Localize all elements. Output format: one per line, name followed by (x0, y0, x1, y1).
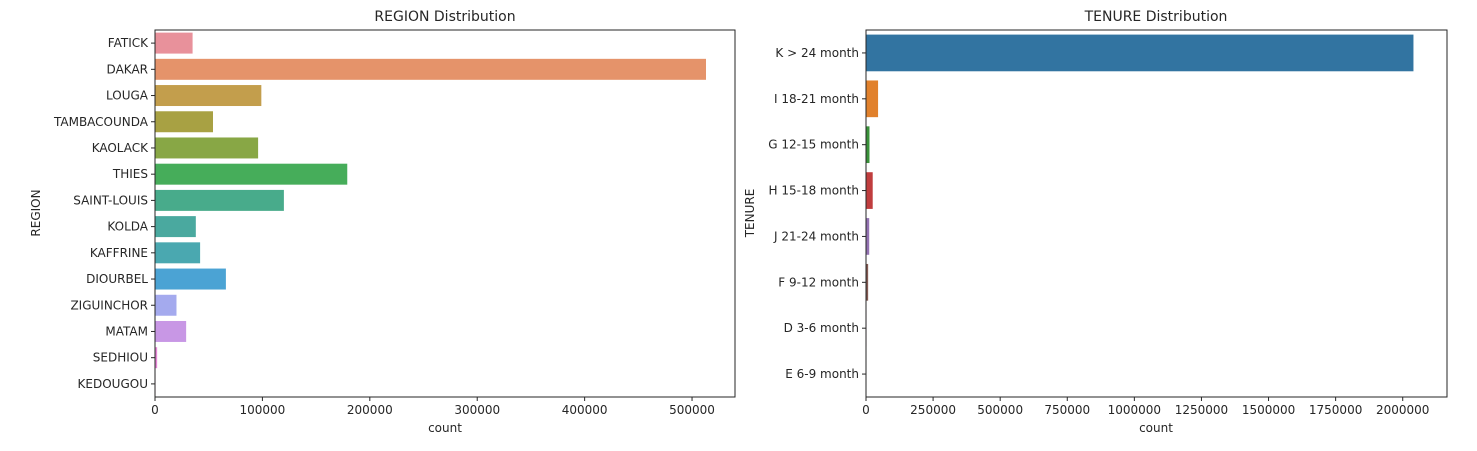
x-tick-label: 750000 (1044, 403, 1090, 417)
y-tick-label: J 21-24 month (773, 229, 859, 243)
y-axis-label: REGION (29, 189, 43, 236)
x-ticks: 0 250000 500000 750000 1000000 1250000 1500000… (862, 397, 1429, 417)
bar (155, 32, 193, 54)
y-tick-label: KEDOUGOU (78, 377, 148, 391)
bar (155, 268, 226, 290)
y-tick-label: F 9-12 month (778, 275, 859, 289)
y-tick-label: MATAM (105, 324, 148, 338)
y-tick-label: SAINT-LOUIS (73, 193, 148, 207)
y-ticks: K > 24 month I 18-21 month G 12-15 month H … (768, 46, 866, 381)
y-tick-label: I 18-21 month (774, 92, 859, 106)
x-tick-label: 0 (151, 403, 159, 417)
bar (155, 294, 177, 316)
y-tick-label: FATICK (108, 36, 149, 50)
x-tick-label: 1500000 (1242, 403, 1295, 417)
y-tick-label: H 15-18 month (769, 184, 859, 198)
bars (155, 32, 706, 395)
y-ticks: FATICK DAKAR LOUGA TAMBACOUNDA KAOLACK THIES S… (53, 36, 155, 391)
bar (155, 216, 196, 238)
y-tick-label: G 12-15 month (768, 138, 859, 152)
bar (155, 320, 187, 342)
bar (155, 163, 348, 185)
region-distribution-chart: REGION Distribution count REGION FATICK D… (29, 9, 736, 435)
y-axis-label: TENURE (743, 189, 757, 239)
x-tick-label: 1000000 (1108, 403, 1161, 417)
y-tick-label: LOUGA (106, 89, 149, 103)
x-tick-label: 300000 (454, 403, 500, 417)
y-tick-label: TAMBACOUNDA (53, 115, 149, 129)
y-tick-label: SEDHIOU (93, 351, 148, 365)
plot-frame (154, 29, 736, 398)
y-tick-label: DIOURBEL (86, 272, 148, 286)
bar (155, 58, 706, 80)
x-tick-label: 0 (862, 403, 870, 417)
x-tick-label: 500000 (977, 403, 1023, 417)
x-tick-label: 200000 (347, 403, 393, 417)
y-tick-label: THIES (112, 167, 148, 181)
tenure-distribution-chart: TENURE Distribution count TENURE K > 24 … (743, 9, 1448, 435)
bar (866, 34, 1414, 72)
y-tick-label: D 3-6 month (784, 321, 859, 335)
bar (155, 137, 259, 159)
plot-frame (865, 29, 1448, 398)
bar (866, 80, 879, 118)
y-tick-label: E 6-9 month (785, 367, 859, 381)
x-tick-label: 2000000 (1376, 403, 1429, 417)
bar (866, 218, 870, 255)
x-tick-label: 250000 (910, 403, 956, 417)
x-tick-label: 100000 (240, 403, 286, 417)
bar (155, 111, 213, 133)
x-tick-label: 400000 (562, 403, 608, 417)
y-tick-label: K > 24 month (775, 46, 859, 60)
y-tick-label: KOLDA (107, 220, 148, 234)
x-tick-label: 1250000 (1175, 403, 1228, 417)
bar (866, 126, 870, 164)
x-axis-label: count (428, 421, 462, 435)
chart-title: TENURE Distribution (1084, 9, 1228, 25)
y-tick-label: KAOLACK (92, 141, 149, 155)
x-axis-label: count (1139, 421, 1173, 435)
bar (155, 347, 158, 369)
bar (866, 263, 869, 301)
y-tick-label: DAKAR (107, 62, 148, 76)
x-tick-label: 500000 (669, 403, 715, 417)
y-tick-label: ZIGUINCHOR (70, 298, 148, 312)
chart-title: REGION Distribution (374, 9, 515, 25)
bar (866, 172, 873, 209)
bar (155, 242, 201, 264)
bar (155, 85, 262, 107)
bar (155, 189, 284, 211)
x-tick-label: 1750000 (1309, 403, 1362, 417)
bars (866, 34, 1414, 393)
y-tick-label: KAFFRINE (90, 246, 148, 260)
x-ticks: 0 100000 200000 300000 400000 500000 (151, 397, 715, 417)
